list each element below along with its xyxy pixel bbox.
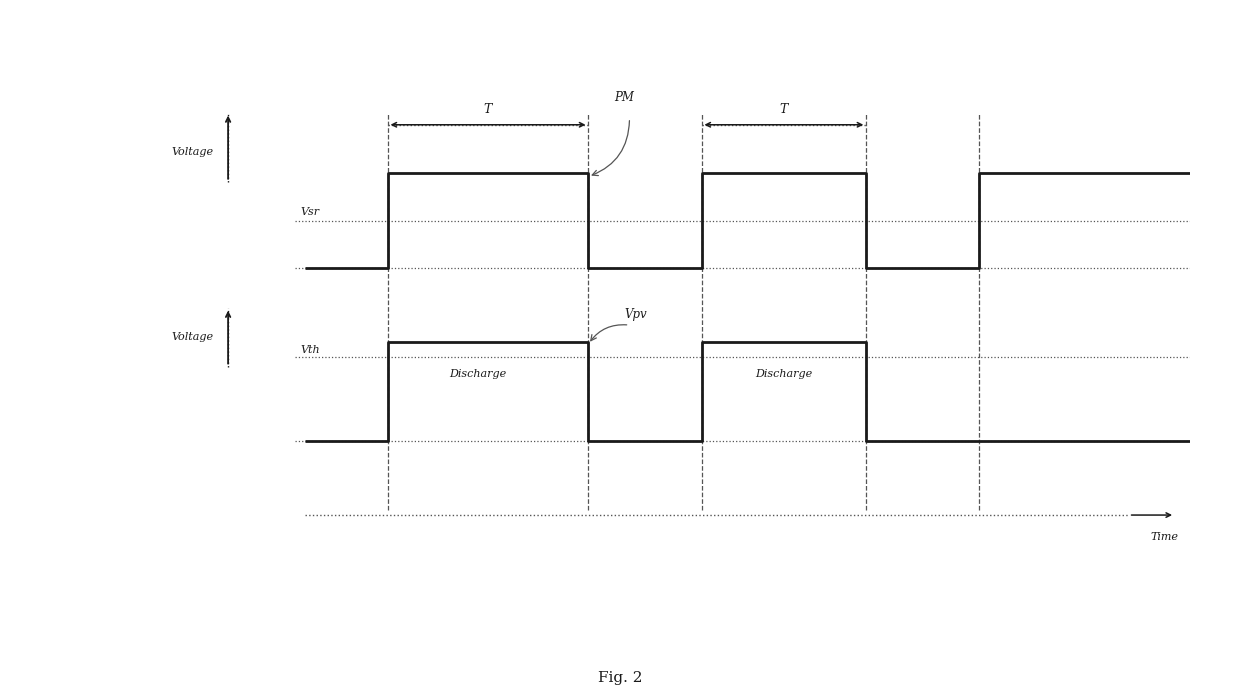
Text: Fig. 2: Fig. 2	[598, 671, 642, 685]
Text: Vpv: Vpv	[624, 308, 647, 321]
Text: Vth: Vth	[300, 345, 320, 355]
Text: Time: Time	[1151, 532, 1179, 542]
Text: Voltage: Voltage	[171, 147, 213, 157]
Text: Vsr: Vsr	[300, 207, 319, 217]
Text: Discharge: Discharge	[755, 369, 812, 379]
Text: T: T	[484, 103, 492, 116]
Text: T: T	[780, 103, 789, 116]
Text: Voltage: Voltage	[171, 332, 213, 342]
Text: Discharge: Discharge	[449, 369, 506, 379]
Text: PM: PM	[614, 91, 634, 104]
